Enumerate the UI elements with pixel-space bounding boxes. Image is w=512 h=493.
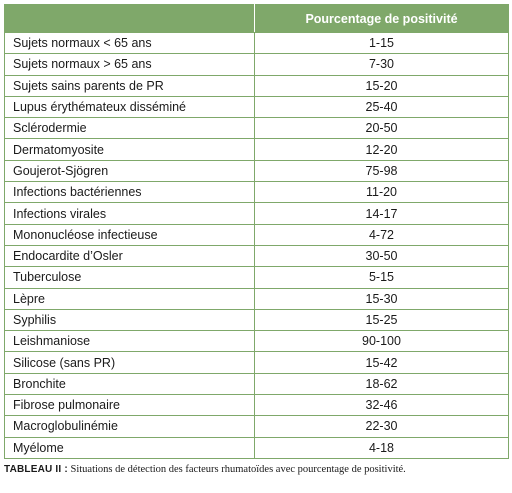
table-caption: TABLEAU II : Situations de détection des… <box>4 464 508 475</box>
positivity-table-container: Pourcentage de positivité Sujets normaux… <box>4 4 509 459</box>
row-value: 11-20 <box>254 181 509 204</box>
table-row: Endocardite d’Osler 30-50 <box>4 244 509 268</box>
caption-text: Situations de détection des facteurs rhu… <box>67 464 406 475</box>
row-label: Sclérodermie <box>4 117 255 140</box>
row-label: Macroglobulinémie <box>4 415 255 438</box>
row-value: 12-20 <box>254 138 509 161</box>
table-row: Syphilis 15-25 <box>4 308 509 332</box>
header-condition <box>4 4 255 33</box>
table-row: Myélome 4-18 <box>4 436 509 459</box>
row-label: Silicose (sans PR) <box>4 351 255 374</box>
row-value: 15-20 <box>254 74 509 97</box>
row-label: Tuberculose <box>4 266 255 289</box>
row-value: 15-30 <box>254 287 509 310</box>
table-row: Infections bactériennes 11-20 <box>4 181 509 204</box>
row-label: Sujets normaux < 65 ans <box>4 31 255 55</box>
row-label: Infections bactériennes <box>4 181 255 204</box>
row-value: 4-72 <box>254 223 509 246</box>
row-value: 1-15 <box>254 31 509 55</box>
row-value: 32-46 <box>254 394 509 417</box>
table-row: Fibrose pulmonaire 32-46 <box>4 394 509 417</box>
row-label: Dermatomyosite <box>4 138 255 161</box>
table-row: Sujets sains parents de PR 15-20 <box>4 74 509 97</box>
row-label: Myélome <box>4 436 255 459</box>
row-label: Sujets sains parents de PR <box>4 74 255 97</box>
row-value: 15-42 <box>254 351 509 374</box>
table-row: Silicose (sans PR) 15-42 <box>4 351 509 374</box>
table-row: Leishmaniose 90-100 <box>4 330 509 353</box>
row-value: 90-100 <box>254 330 509 353</box>
table-row: Tuberculose 5-15 <box>4 266 509 289</box>
table-row: Macroglobulinémie 22-30 <box>4 415 509 438</box>
table-body: Sujets normaux < 65 ans 1-15 Sujets norma… <box>4 31 509 459</box>
row-label: Fibrose pulmonaire <box>4 394 255 417</box>
table-row: Bronchite 18-62 <box>4 372 509 396</box>
table-row: Dermatomyosite 12-20 <box>4 138 509 161</box>
row-value: 14-17 <box>254 202 509 225</box>
row-label: Mononucléose infectieuse <box>4 223 255 246</box>
table-row: Mononucléose infectieuse 4-72 <box>4 223 509 246</box>
row-label: Syphilis <box>4 308 255 332</box>
row-value: 18-62 <box>254 372 509 396</box>
caption-label: TABLEAU II : <box>4 464 68 475</box>
row-value: 75-98 <box>254 159 509 183</box>
row-value: 15-25 <box>254 308 509 332</box>
row-value: 7-30 <box>254 53 509 76</box>
table-row: Infections virales 14-17 <box>4 202 509 225</box>
table-header-row: Pourcentage de positivité <box>4 4 509 33</box>
row-label: Sujets normaux > 65 ans <box>4 53 255 76</box>
header-percentage: Pourcentage de positivité <box>254 4 509 33</box>
row-label: Leishmaniose <box>4 330 255 353</box>
row-label: Lupus érythémateux disséminé <box>4 95 255 119</box>
table-row: Sclérodermie 20-50 <box>4 117 509 140</box>
table-row: Lèpre 15-30 <box>4 287 509 310</box>
row-value: 5-15 <box>254 266 509 289</box>
row-label: Infections virales <box>4 202 255 225</box>
row-label: Lèpre <box>4 287 255 310</box>
table-row: Sujets normaux < 65 ans 1-15 <box>4 31 509 55</box>
row-label: Endocardite d’Osler <box>4 244 255 268</box>
table-row: Sujets normaux > 65 ans 7-30 <box>4 53 509 76</box>
row-value: 22-30 <box>254 415 509 438</box>
row-label: Bronchite <box>4 372 255 396</box>
row-value: 20-50 <box>254 117 509 140</box>
row-label: Goujerot-Sjögren <box>4 159 255 183</box>
row-value: 30-50 <box>254 244 509 268</box>
positivity-table: Pourcentage de positivité Sujets normaux… <box>4 4 509 459</box>
row-value: 25-40 <box>254 95 509 119</box>
row-value: 4-18 <box>254 436 509 459</box>
table-row: Lupus érythémateux disséminé 25-40 <box>4 95 509 119</box>
table-row: Goujerot-Sjögren 75-98 <box>4 159 509 183</box>
